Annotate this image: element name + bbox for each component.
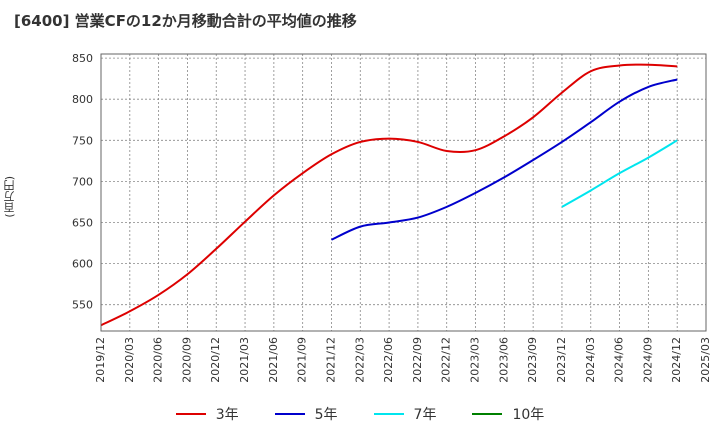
- legend-swatch: [274, 413, 305, 415]
- y-tick-label: 850: [72, 52, 93, 65]
- legend-label: 3年: [215, 407, 239, 423]
- x-tick-label: 2023/12: [555, 337, 568, 383]
- legend-item: 5年: [274, 404, 338, 424]
- legend-item: 10年: [472, 404, 544, 424]
- x-tick-label: 2024/12: [670, 337, 683, 383]
- legend-item: 3年: [175, 404, 239, 424]
- x-tick-label: 2021/03: [238, 337, 251, 383]
- x-tick-label: 2021/09: [296, 337, 309, 383]
- legend-swatch: [373, 413, 404, 415]
- y-tick-label: 550: [72, 299, 93, 312]
- x-tick-label: 2022/06: [382, 337, 395, 383]
- x-tick-label: 2020/03: [123, 337, 136, 383]
- x-tick-label: 2025/03: [699, 337, 712, 383]
- legend: 3年 5年 7年 10年: [0, 404, 720, 424]
- y-tick-label: 750: [72, 134, 93, 147]
- x-tick-label: 2024/06: [613, 337, 626, 383]
- x-tick-label: 2023/06: [497, 337, 510, 383]
- x-tick-label: 2020/09: [180, 337, 193, 383]
- y-tick-label: 650: [72, 217, 93, 230]
- x-tick-label: 2024/03: [584, 337, 597, 383]
- x-tick-label: 2023/03: [469, 337, 482, 383]
- legend-label: 5年: [314, 407, 338, 423]
- x-tick-label: 2023/09: [526, 337, 539, 383]
- x-tick-label: 2022/03: [353, 337, 366, 383]
- plot-border: [100, 53, 707, 332]
- y-tick-label: 600: [72, 258, 93, 271]
- x-tick-label: 2024/09: [641, 337, 654, 383]
- legend-label: 10年: [512, 407, 545, 423]
- x-tick-label: 2021/12: [324, 337, 337, 383]
- x-tick-label: 2020/12: [209, 337, 222, 383]
- x-tick-label: 2020/06: [152, 337, 165, 383]
- y-tick-labels: 550 600 650 700 750 800 850: [72, 52, 93, 312]
- x-tick-label: 2022/09: [411, 337, 424, 383]
- grid: [100, 54, 707, 331]
- x-tick-label: 2021/06: [267, 337, 280, 383]
- series-line-3年: [100, 63, 678, 327]
- chart-title: [6400] 営業CFの12か月移動合計の平均値の推移: [14, 12, 357, 30]
- series-line-5年: [331, 78, 678, 241]
- y-tick-label: 700: [72, 175, 93, 188]
- series-lines: [100, 63, 678, 327]
- x-tick-labels: 2019/12 2020/03 2020/06 2020/09 2020/12 2021/…: [94, 337, 712, 383]
- legend-swatch: [472, 413, 503, 415]
- x-tick-label: 2022/12: [440, 337, 453, 383]
- legend-swatch: [175, 413, 206, 415]
- legend-item: 7年: [373, 404, 437, 424]
- legend-label: 7年: [413, 407, 437, 423]
- y-tick-label: 800: [72, 93, 93, 106]
- series-line-7年: [561, 139, 678, 208]
- plot-frame: [100, 53, 707, 332]
- x-tick-label: 2019/12: [94, 337, 107, 383]
